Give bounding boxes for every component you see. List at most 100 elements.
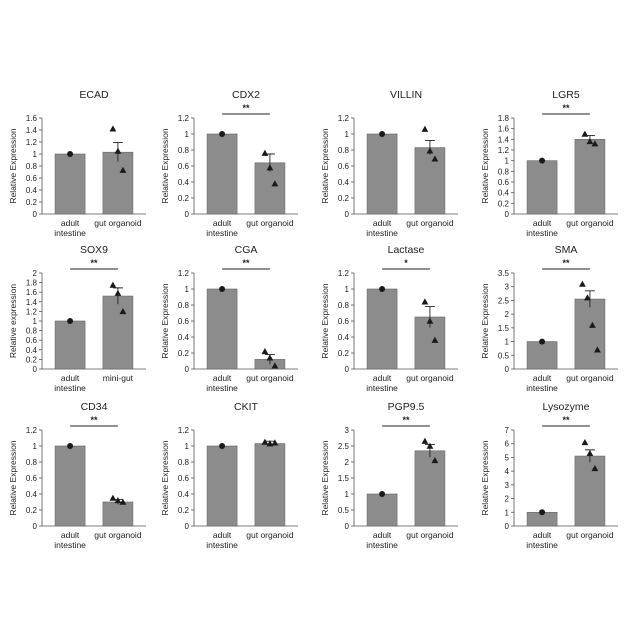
y-tick-label: 1 [345,490,350,499]
y-tick-label: 1 [505,338,510,347]
category-label: adult [61,218,80,228]
y-axis-label: Relative Expression [320,128,330,203]
y-axis-label: Relative Expression [160,283,170,358]
y-tick-label: 0.6 [26,174,38,183]
y-tick-label: 0 [33,210,38,219]
y-tick-label: 0 [185,365,190,374]
bar-organoid [414,147,446,215]
y-tick-label: 0.4 [178,178,190,187]
y-tick-label: 0.4 [26,490,38,499]
data-point-triangle [109,494,117,501]
y-tick-label: 0.6 [338,162,350,171]
chart-panel-ckit: CKIT Relative Expression 0 0.2 0.4 0.6 0.8 1 1.2… [160,401,298,550]
data-point-triangle [114,289,122,296]
y-tick-label: 1.4 [26,126,38,135]
data-point-triangle [261,149,269,156]
panel-title: SMA [555,244,578,256]
data-point-circle [379,131,386,137]
y-tick-label: 1.5 [338,474,350,483]
y-tick-label: 1.4 [498,135,510,144]
category-label: intestine [526,228,558,238]
data-point-triangle [426,147,434,154]
data-point-triangle [261,438,269,445]
data-point-triangle [109,281,117,288]
y-tick-label: 2.5 [498,296,510,305]
data-point-circle [219,131,226,137]
y-tick-label: 0.8 [178,301,190,310]
data-point-triangle [584,294,591,301]
data-point-circle [67,318,74,324]
data-point-circle [539,157,546,164]
significance-label: ** [562,103,570,113]
bar-adult-intestine [526,160,558,215]
y-tick-label: 1 [33,442,38,451]
category-label: adult [373,530,392,540]
y-tick-label: 1.6 [26,114,38,123]
y-tick-label: 2.5 [338,442,350,451]
data-point-triangle [586,138,594,145]
y-tick-label: 1.2 [178,114,190,123]
data-point-triangle [266,440,274,447]
y-tick-label: 2 [505,310,510,319]
data-point-triangle [431,457,439,464]
data-point-triangle [591,140,599,147]
data-point-triangle [119,166,127,173]
bar-organoid [414,450,446,527]
data-point-triangle [114,497,122,504]
y-axis-label: Relative Expression [8,128,18,203]
y-tick-label: 3 [505,283,510,292]
category-label: gut organoid [246,218,294,228]
y-tick-label: 1 [345,285,350,294]
y-tick-label: 0 [345,365,350,374]
category-label: gut organoid [406,530,454,540]
y-tick-label: 1.5 [498,324,510,333]
y-tick-label: 1.2 [338,114,350,123]
data-point-circle [67,443,74,449]
category-label: mini-gut [103,373,134,383]
y-tick-label: 1 [505,157,510,166]
data-point-triangle [261,348,269,355]
category-label: intestine [526,383,558,393]
y-tick-label: 0.8 [338,301,350,310]
panel-title: Lysozyme [543,401,590,413]
bar-adult-intestine [366,288,398,370]
data-point-triangle [426,317,434,324]
category-label: intestine [54,228,86,238]
y-tick-label: 0.6 [338,317,350,326]
bar-adult-intestine [54,153,86,215]
y-tick-label: 1 [185,442,190,451]
panel-title: CDX2 [232,89,260,101]
data-point-triangle [109,125,117,132]
category-label: intestine [526,540,558,550]
category-label: adult [213,373,232,383]
data-point-triangle [421,298,429,305]
data-point-triangle [421,437,429,444]
data-point-triangle [271,180,279,187]
y-tick-label: 0 [185,522,190,531]
data-point-triangle [271,439,279,446]
significance-label: ** [562,415,570,425]
y-tick-label: 1.2 [338,269,350,278]
error-bar [424,306,435,328]
category-label: gut organoid [406,218,454,228]
data-point-triangle [579,280,586,287]
bar-organoid [574,455,606,527]
y-tick-label: 0 [505,522,510,531]
y-tick-label: 0 [185,210,190,219]
significance-label: * [404,258,408,268]
data-point-triangle [119,308,127,315]
y-tick-label: 1.6 [498,125,510,134]
y-tick-label: 0.2 [338,194,350,203]
y-tick-label: 1 [185,130,190,139]
y-tick-label: 3.5 [498,269,510,278]
panel-title: PGP9.5 [388,401,425,413]
significance-label: ** [242,258,250,268]
category-label: gut organoid [94,530,142,540]
y-tick-label: 0.8 [178,146,190,155]
y-tick-label: 3 [345,426,350,435]
category-label: gut organoid [246,530,294,540]
y-tick-label: 1 [345,130,350,139]
data-point-triangle [586,449,594,457]
y-tick-label: 2 [33,269,38,278]
